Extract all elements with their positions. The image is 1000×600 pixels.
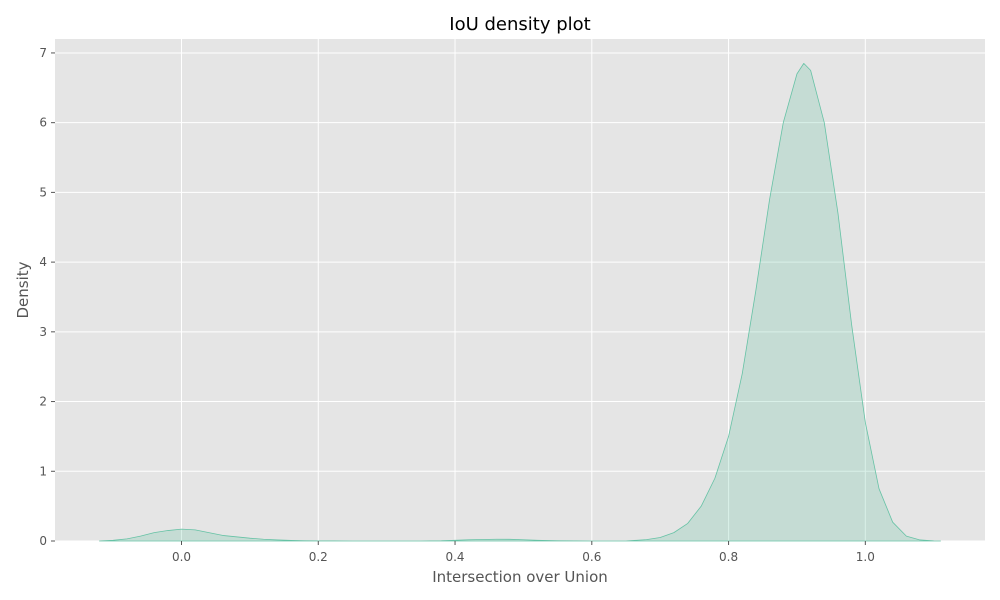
y-tick-label: 6 (39, 116, 47, 130)
x-tick-label: 0.0 (172, 550, 191, 564)
density-area (99, 63, 941, 542)
x-tick-label: 0.8 (719, 550, 738, 564)
y-tick-label: 5 (39, 185, 47, 199)
x-tick-label: 0.6 (582, 550, 601, 564)
chart-title: IoU density plot (449, 14, 590, 35)
y-tick-label: 0 (39, 534, 47, 548)
y-tick-label: 2 (39, 395, 47, 409)
grid (55, 39, 985, 542)
y-tick-label: 7 (39, 46, 47, 60)
x-tick-label: 0.4 (445, 550, 464, 564)
x-axis: 0.0 0.2 0.4 0.6 0.8 1.0 (172, 541, 875, 564)
y-axis-label: Density (14, 261, 32, 318)
x-tick-label: 1.0 (856, 550, 875, 564)
y-axis: 0 1 2 3 4 5 6 7 (39, 46, 55, 548)
x-tick-label: 0.2 (309, 550, 328, 564)
y-tick-label: 4 (39, 255, 47, 269)
x-axis-label: Intersection over Union (432, 568, 608, 586)
y-tick-label: 3 (39, 325, 47, 339)
y-tick-label: 1 (39, 464, 47, 478)
